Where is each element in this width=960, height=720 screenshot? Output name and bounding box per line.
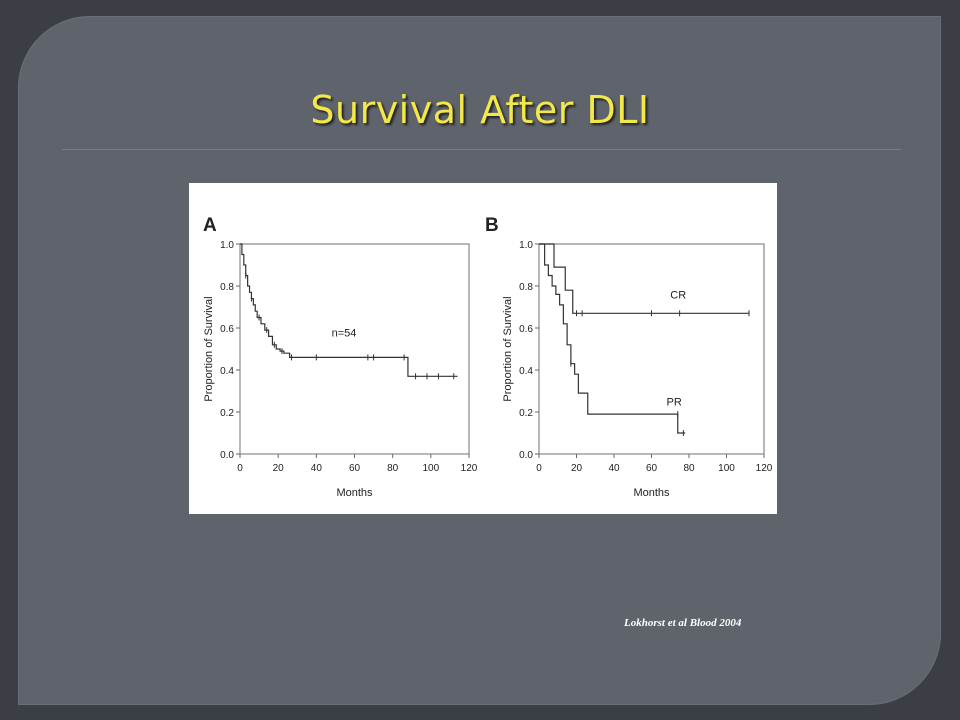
- x-tick-label: 0: [237, 463, 243, 474]
- panel-label: B: [485, 215, 499, 236]
- title-divider: [62, 149, 901, 150]
- citation: Lokhorst et al Blood 2004: [624, 617, 742, 629]
- plot-frame: [538, 243, 765, 455]
- y-tick-label: 0.8: [220, 282, 234, 293]
- x-tick-label: 120: [461, 463, 478, 474]
- x-tick-label: 100: [422, 463, 439, 474]
- x-tick-label: 80: [683, 463, 695, 474]
- x-tick-label: 100: [718, 463, 735, 474]
- x-axis-label: Months: [633, 487, 670, 499]
- x-tick-label: 40: [311, 463, 323, 474]
- series-label: PR: [667, 397, 682, 409]
- y-tick-label: 0.2: [220, 408, 234, 419]
- x-tick-label: 20: [571, 463, 583, 474]
- y-tick-label: 0.8: [519, 282, 533, 293]
- y-tick-label: 0.4: [519, 366, 533, 377]
- y-tick-label: 0.4: [220, 366, 234, 377]
- y-tick-label: 0.0: [519, 450, 533, 461]
- x-tick-label: 0: [536, 463, 542, 474]
- x-tick-label: 60: [349, 463, 361, 474]
- y-tick-label: 0.0: [220, 450, 234, 461]
- y-tick-label: 0.2: [519, 408, 533, 419]
- survival-charts-svg: A 0.0 0.2 0.4 0.6 0.8 1.0 0 20 40 60 80 100 120 Months…: [203, 215, 773, 499]
- x-tick-label: 60: [646, 463, 658, 474]
- y-tick-label: 0.6: [519, 324, 533, 335]
- survival-curve-cr: [539, 243, 749, 314]
- plot-frame: [239, 243, 470, 455]
- panel-label: A: [203, 215, 217, 236]
- survival-curve-pr: [539, 243, 686, 434]
- panel-b: B 0.0 0.2 0.4 0.6 0.8 1.0 0 20 40 60 80 100 120 Months…: [485, 215, 773, 499]
- x-tick-label: 20: [273, 463, 285, 474]
- slide-title: Survival After DLI: [310, 88, 650, 132]
- y-axis-label: Proportion of Survival: [502, 296, 514, 401]
- survival-curve: [240, 243, 458, 377]
- x-axis-label: Months: [336, 487, 373, 499]
- y-axis-label: Proportion of Survival: [203, 296, 215, 401]
- survival-figure: A 0.0 0.2 0.4 0.6 0.8 1.0 0 20 40 60 80 100 120 Months…: [189, 183, 777, 514]
- y-tick-label: 1.0: [220, 240, 234, 251]
- panel-a: A 0.0 0.2 0.4 0.6 0.8 1.0 0 20 40 60 80 100 120 Months…: [203, 215, 478, 499]
- series-label: CR: [670, 290, 686, 302]
- x-tick-label: 120: [756, 463, 773, 474]
- y-tick-label: 1.0: [519, 240, 533, 251]
- x-tick-label: 40: [608, 463, 620, 474]
- annotation: n=54: [332, 327, 357, 339]
- y-tick-label: 0.6: [220, 324, 234, 335]
- x-tick-label: 80: [387, 463, 399, 474]
